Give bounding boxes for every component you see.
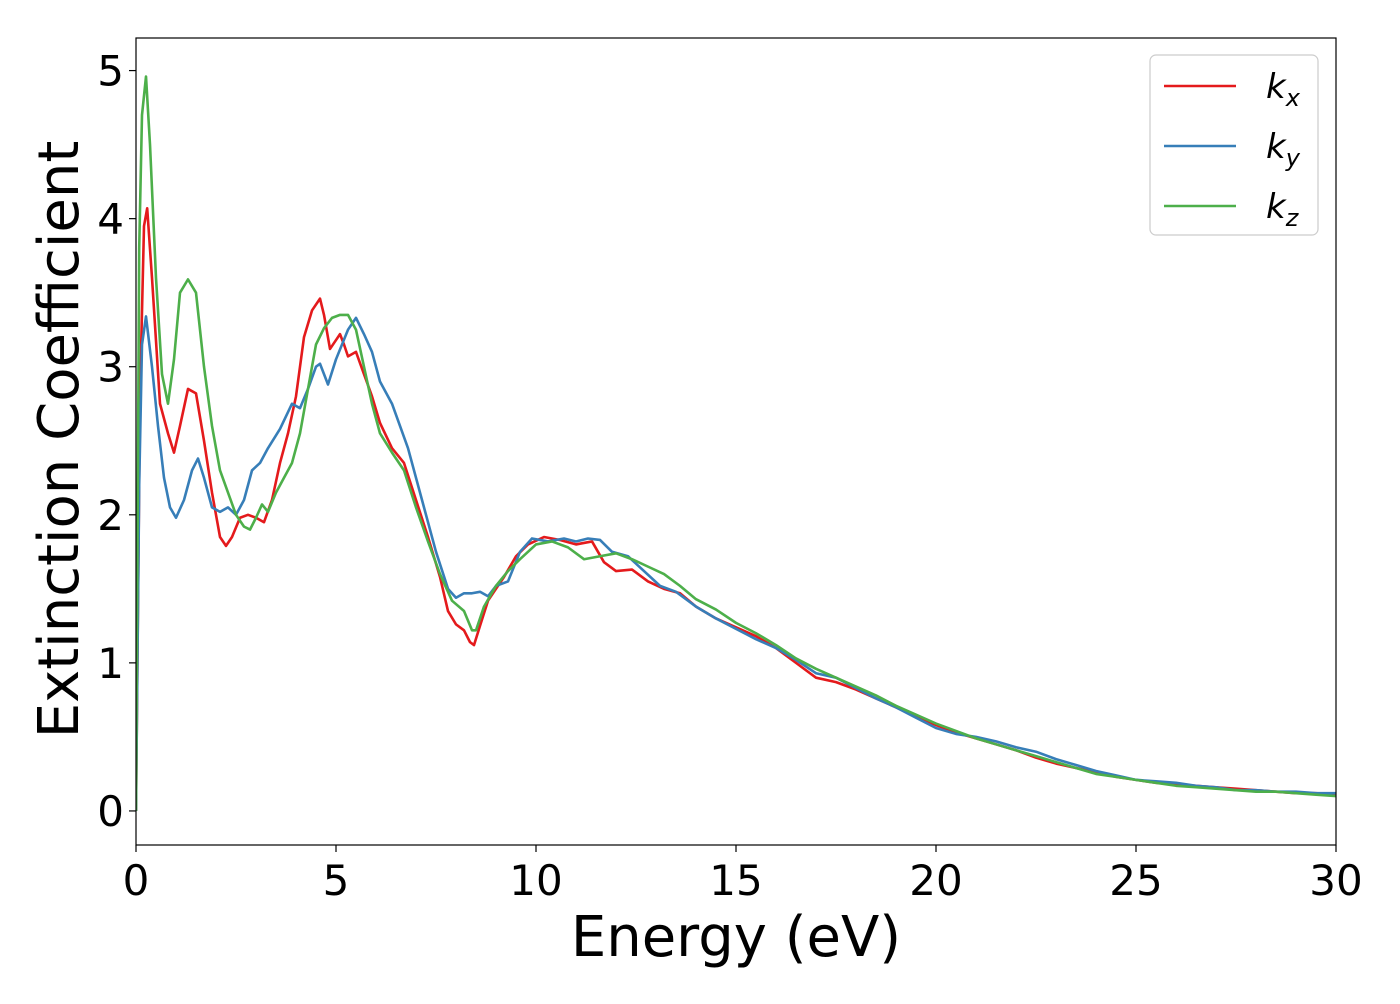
x-tick-label: 30 <box>1309 856 1362 905</box>
series-line-kz <box>136 75 1336 811</box>
y-tick-label: 4 <box>97 195 124 244</box>
x-tick-label: 10 <box>509 856 562 905</box>
x-tick-label: 25 <box>1109 856 1162 905</box>
legend-label-subscript: y <box>1285 144 1301 172</box>
y-axis-ticks: 0 1 2 3 4 5 <box>97 47 136 836</box>
y-tick-label: 3 <box>97 343 124 392</box>
series-layer <box>136 75 1336 811</box>
x-tick-label: 20 <box>909 856 962 905</box>
y-tick-label: 1 <box>97 639 124 688</box>
y-axis-title: Extinction Coefficient <box>27 141 92 739</box>
series-line-kx <box>136 206 1336 811</box>
series-line-ky <box>136 315 1336 811</box>
legend-label-subscript: z <box>1285 204 1300 232</box>
x-tick-label: 15 <box>709 856 762 905</box>
x-tick-label: 0 <box>123 856 150 905</box>
x-tick-label: 5 <box>323 856 350 905</box>
y-tick-label: 0 <box>97 787 124 836</box>
y-tick-label: 5 <box>97 47 124 96</box>
x-axis-title: Energy (eV) <box>571 905 901 970</box>
y-tick-label: 2 <box>97 491 124 540</box>
x-axis-ticks: 0 5 10 15 20 25 30 <box>123 845 1363 905</box>
legend-label-subscript: x <box>1285 84 1301 112</box>
